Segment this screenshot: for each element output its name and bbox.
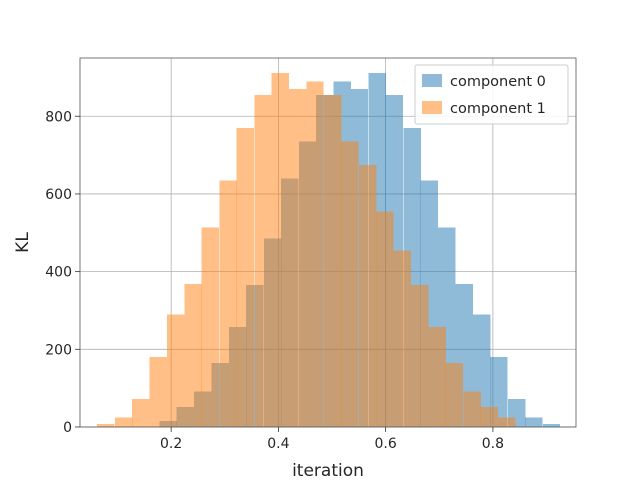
- legend-swatch: [422, 74, 442, 87]
- legend-swatch: [422, 101, 442, 114]
- axis-ticks: 0.2 0.4 0.6 0.8 0 200 400 600 800: [45, 109, 504, 452]
- x-tick-label: 0.4: [267, 436, 289, 452]
- histogram-bar: [219, 180, 237, 427]
- histogram-bar: [463, 391, 481, 427]
- histogram-bar: [271, 72, 289, 427]
- histogram-bar: [201, 227, 220, 427]
- x-tick-label: 0.6: [375, 436, 397, 452]
- histogram-bar: [525, 417, 543, 427]
- y-tick-label: 200: [45, 342, 72, 358]
- histogram-bar: [254, 94, 272, 428]
- histogram-bar: [289, 89, 307, 428]
- legend-label: component 1: [450, 101, 546, 117]
- legend-box: [414, 64, 569, 125]
- histogram-bar: [498, 417, 516, 427]
- histogram-bar: [323, 94, 342, 428]
- plot-frame: [79, 57, 577, 428]
- y-tick-label: 800: [45, 109, 72, 125]
- histogram-bar: [480, 406, 498, 427]
- histogram-bar: [341, 141, 359, 427]
- y-tick-label: 600: [45, 187, 72, 203]
- histogram-bar: [184, 284, 202, 427]
- histogram-bar: [358, 164, 377, 427]
- histogram-bar: [149, 357, 168, 427]
- histogram-bar: [410, 285, 429, 427]
- histogram-bar: [236, 127, 255, 428]
- legend-label: component 0: [450, 74, 546, 90]
- y-tick-label: 400: [45, 265, 72, 281]
- histogram-bar: [542, 423, 561, 427]
- y-tick-label: 0: [63, 420, 72, 436]
- histogram-bar: [114, 417, 133, 427]
- series-1-bars: [97, 72, 516, 428]
- legend: component 0 component 1: [414, 64, 569, 125]
- histogram-bar: [166, 314, 185, 427]
- histogram-bar: [132, 399, 150, 427]
- x-axis-label: iteration: [292, 461, 364, 480]
- histogram-bar: [445, 362, 464, 427]
- y-axis-label: KL: [13, 232, 33, 253]
- x-tick-label: 0.8: [482, 436, 504, 452]
- histogram-bar: [375, 211, 394, 427]
- x-tick-label: 0.2: [160, 436, 182, 452]
- histogram-bars: [97, 72, 561, 428]
- histogram-bar: [428, 326, 446, 427]
- histogram-bar: [393, 250, 412, 427]
- histogram-bar: [97, 423, 115, 427]
- histogram-bar: [306, 81, 324, 427]
